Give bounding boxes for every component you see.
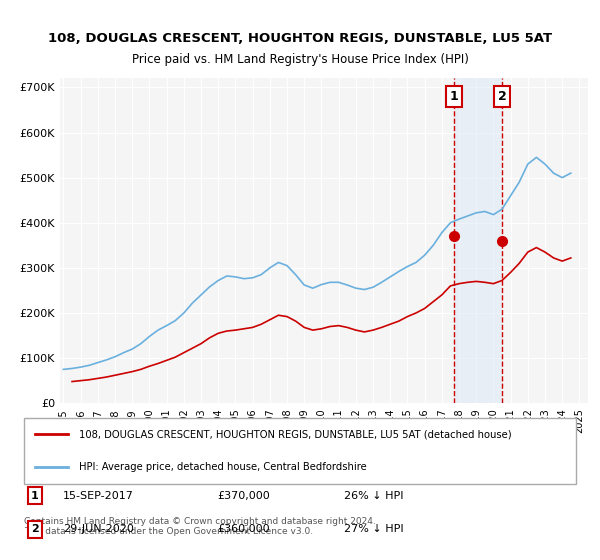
Text: 1: 1 — [31, 491, 39, 501]
Text: £370,000: £370,000 — [217, 491, 270, 501]
Text: 1: 1 — [449, 90, 458, 103]
Text: 29-JUN-2020: 29-JUN-2020 — [62, 524, 134, 534]
Text: Contains HM Land Registry data © Crown copyright and database right 2024.
This d: Contains HM Land Registry data © Crown c… — [24, 517, 376, 536]
Bar — [454, 78, 502, 403]
Text: 2: 2 — [497, 90, 506, 103]
Text: HPI: Average price, detached house, Central Bedfordshire: HPI: Average price, detached house, Cent… — [79, 462, 367, 472]
Text: £360,000: £360,000 — [217, 524, 270, 534]
Text: 27% ↓ HPI: 27% ↓ HPI — [344, 524, 404, 534]
Text: Price paid vs. HM Land Registry's House Price Index (HPI): Price paid vs. HM Land Registry's House … — [131, 53, 469, 66]
Text: 2: 2 — [31, 524, 39, 534]
Text: 108, DOUGLAS CRESCENT, HOUGHTON REGIS, DUNSTABLE, LU5 5AT (detached house): 108, DOUGLAS CRESCENT, HOUGHTON REGIS, D… — [79, 429, 512, 439]
FancyBboxPatch shape — [24, 418, 576, 484]
Text: 108, DOUGLAS CRESCENT, HOUGHTON REGIS, DUNSTABLE, LU5 5AT: 108, DOUGLAS CRESCENT, HOUGHTON REGIS, D… — [48, 32, 552, 45]
Text: 15-SEP-2017: 15-SEP-2017 — [62, 491, 134, 501]
Text: 26% ↓ HPI: 26% ↓ HPI — [344, 491, 404, 501]
